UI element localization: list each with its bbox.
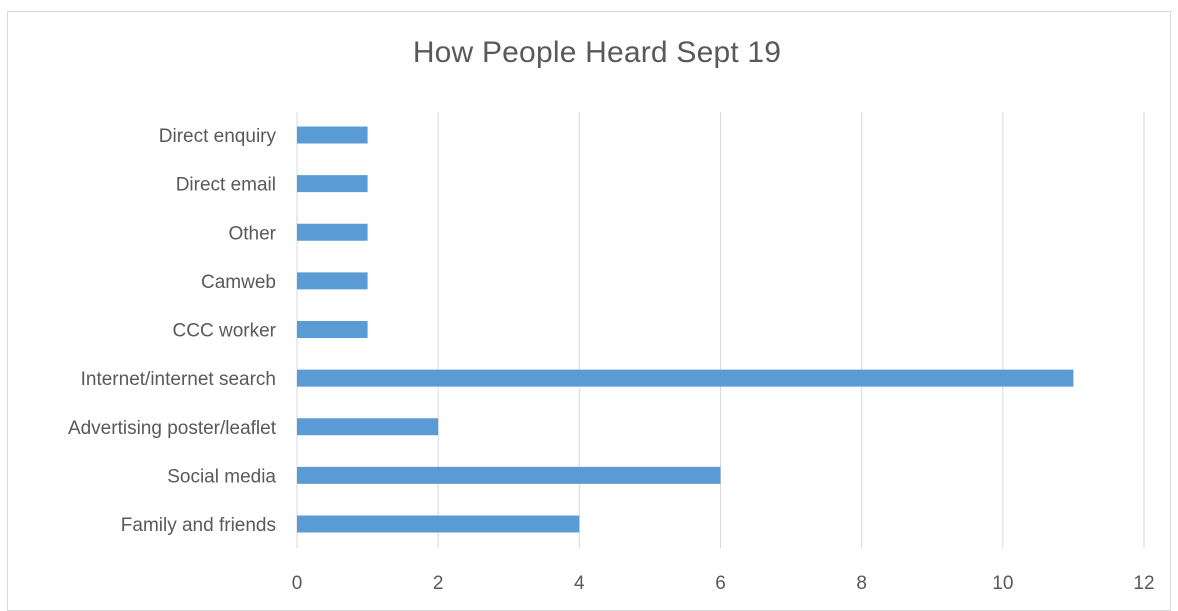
x-tick-label: 8 — [856, 573, 867, 594]
bar-direct-enquiry — [297, 126, 368, 144]
bar-internet-internet-search — [297, 369, 1074, 387]
x-tick-label: 2 — [433, 573, 444, 594]
x-tick-label: 0 — [292, 573, 303, 594]
bar-direct-email — [297, 175, 368, 193]
category-labels: Family and friends Social media Advertisin… — [68, 126, 277, 536]
chart-frame — [7, 11, 1171, 611]
x-tick-label: 12 — [1133, 573, 1154, 594]
category-label: CCC worker — [173, 321, 277, 342]
category-label: Social media — [167, 466, 276, 487]
x-tick-label: 4 — [574, 573, 585, 594]
category-label: Advertising poster/leaflet — [68, 418, 277, 439]
category-label: Direct enquiry — [159, 126, 277, 147]
bar-family-and-friends — [297, 515, 580, 533]
category-label: Internet/internet search — [81, 369, 276, 390]
category-label: Other — [228, 223, 276, 244]
bar-advertising-poster-leaflet — [297, 418, 439, 436]
x-tick-labels: 0 2 4 6 8 10 12 — [292, 573, 1155, 594]
category-label: Family and friends — [121, 515, 276, 536]
x-tick-label: 10 — [992, 573, 1013, 594]
category-label: Direct email — [176, 175, 276, 196]
bar-ccc-worker — [297, 321, 368, 338]
bar-other — [297, 223, 368, 241]
x-tick-label: 6 — [715, 573, 726, 594]
bars — [297, 126, 1074, 533]
bar-camweb — [297, 272, 368, 290]
category-label: Camweb — [201, 272, 276, 293]
bar-social-media — [297, 466, 721, 484]
chart-title: How People Heard Sept 19 — [412, 36, 782, 69]
